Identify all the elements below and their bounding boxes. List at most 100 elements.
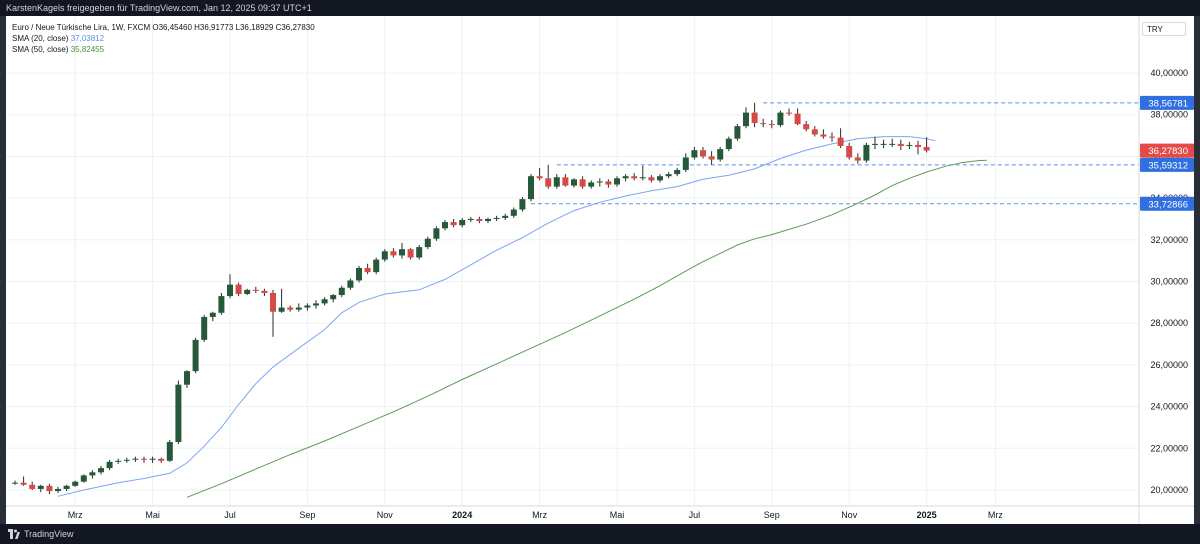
level-price-label-text: 35,59312 [1148,160,1188,171]
candle [218,292,225,315]
candle [364,263,371,275]
candle-body [579,179,586,187]
candle [175,380,182,445]
candle [381,249,388,262]
chart-legend: Euro / Neue Türkische Lira, 1W, FXCM O36… [12,22,315,55]
candle-body [528,176,534,200]
price-chart[interactable]: Mrz Mai Jul Sep Nov 2024 Mrz Mai Jul Sep Nov 2025 Mr… [6,16,1194,524]
x-tick-label: Mai [610,510,625,520]
candle [915,140,921,155]
candle-body [510,209,517,216]
x-tick-label: Sep [764,510,780,520]
candle-body [106,461,113,469]
candle-body [880,143,887,145]
chart-panel[interactable]: Mrz Mai Jul Sep Nov 2024 Mrz Mai Jul Sep Nov 2025 Mr… [6,16,1194,524]
candle-body [700,150,706,157]
candle-body [244,289,251,295]
candle-body [450,222,457,226]
candle [545,164,552,189]
candle-body [743,112,749,127]
sma50-legend: SMA (50, close) 35,82455 [12,44,315,55]
last-price-label-box [1140,143,1194,158]
candle-body [734,126,741,139]
candle [132,456,139,462]
candle-body [424,238,431,248]
candle [29,481,36,490]
candle-body [665,174,672,177]
candle [674,167,681,177]
candle-body [433,228,440,239]
candle-body [399,249,405,256]
candle-body [123,459,130,461]
candle [751,102,758,128]
candle-body [811,129,818,135]
candle [596,178,603,187]
level-price-label-text: 38,56781 [1148,98,1188,109]
candle-body [63,485,70,489]
candle-body [915,144,921,148]
candle [304,303,311,311]
candle [476,216,483,224]
candle-body [829,136,835,138]
sma50-line [186,159,987,498]
candle [450,218,457,228]
candle [201,314,208,342]
candle-body [605,181,612,185]
candle [639,165,646,181]
x-tick-label: Jul [689,510,701,520]
candle [614,176,620,187]
candle [287,305,294,312]
candle-body [519,199,526,210]
candle-body [786,112,792,114]
candle [743,107,749,129]
symbol-line: Euro / Neue Türkische Lira, 1W, FXCM O36… [12,23,315,32]
candle [923,137,930,153]
candle [407,248,414,260]
candle [528,174,534,202]
candle-body [72,481,79,486]
candle [760,118,767,128]
candle-body [674,169,681,175]
candle [906,141,913,150]
candle [631,173,638,181]
candle [794,108,801,126]
last-price-label-text: 36,27830 [1148,146,1188,157]
candle-body [502,215,509,218]
candles [12,102,930,495]
candle [588,180,595,189]
candle-body [639,177,646,179]
sma20-label: SMA (20, close) [12,34,69,43]
currency-unit[interactable]: TRY [1142,22,1186,36]
candle [12,480,18,485]
candle-body [407,249,414,258]
y-tick-label: 22,00000 [1150,443,1188,453]
level-price-label: 33,72866 [1140,196,1194,211]
candle-body [863,144,870,161]
candle [562,174,569,187]
candle-body [364,267,371,273]
candle [373,257,380,275]
candle-body [390,251,397,256]
candle [820,129,827,139]
candle-body [338,287,345,296]
candle [235,282,242,297]
candle [648,175,655,183]
candle [571,178,577,188]
share-caption: KarstenKagels freigegeben für TradingVie… [0,0,1200,16]
candle [270,289,276,337]
candle [209,311,216,322]
y-tick-label: 26,00000 [1150,360,1188,370]
x-tick-label: 2025 [917,510,937,520]
candle [252,286,259,293]
y-tick-label: 28,00000 [1150,318,1188,328]
candle [889,138,896,148]
candle-body [794,113,801,125]
candle [777,110,784,128]
candle-body [803,124,810,130]
candle [682,153,689,173]
candle-body [356,267,362,281]
level-price-label-box [1140,196,1194,211]
candle-body [614,178,620,185]
x-tick-label: Mrz [68,510,83,520]
candle [123,457,130,463]
